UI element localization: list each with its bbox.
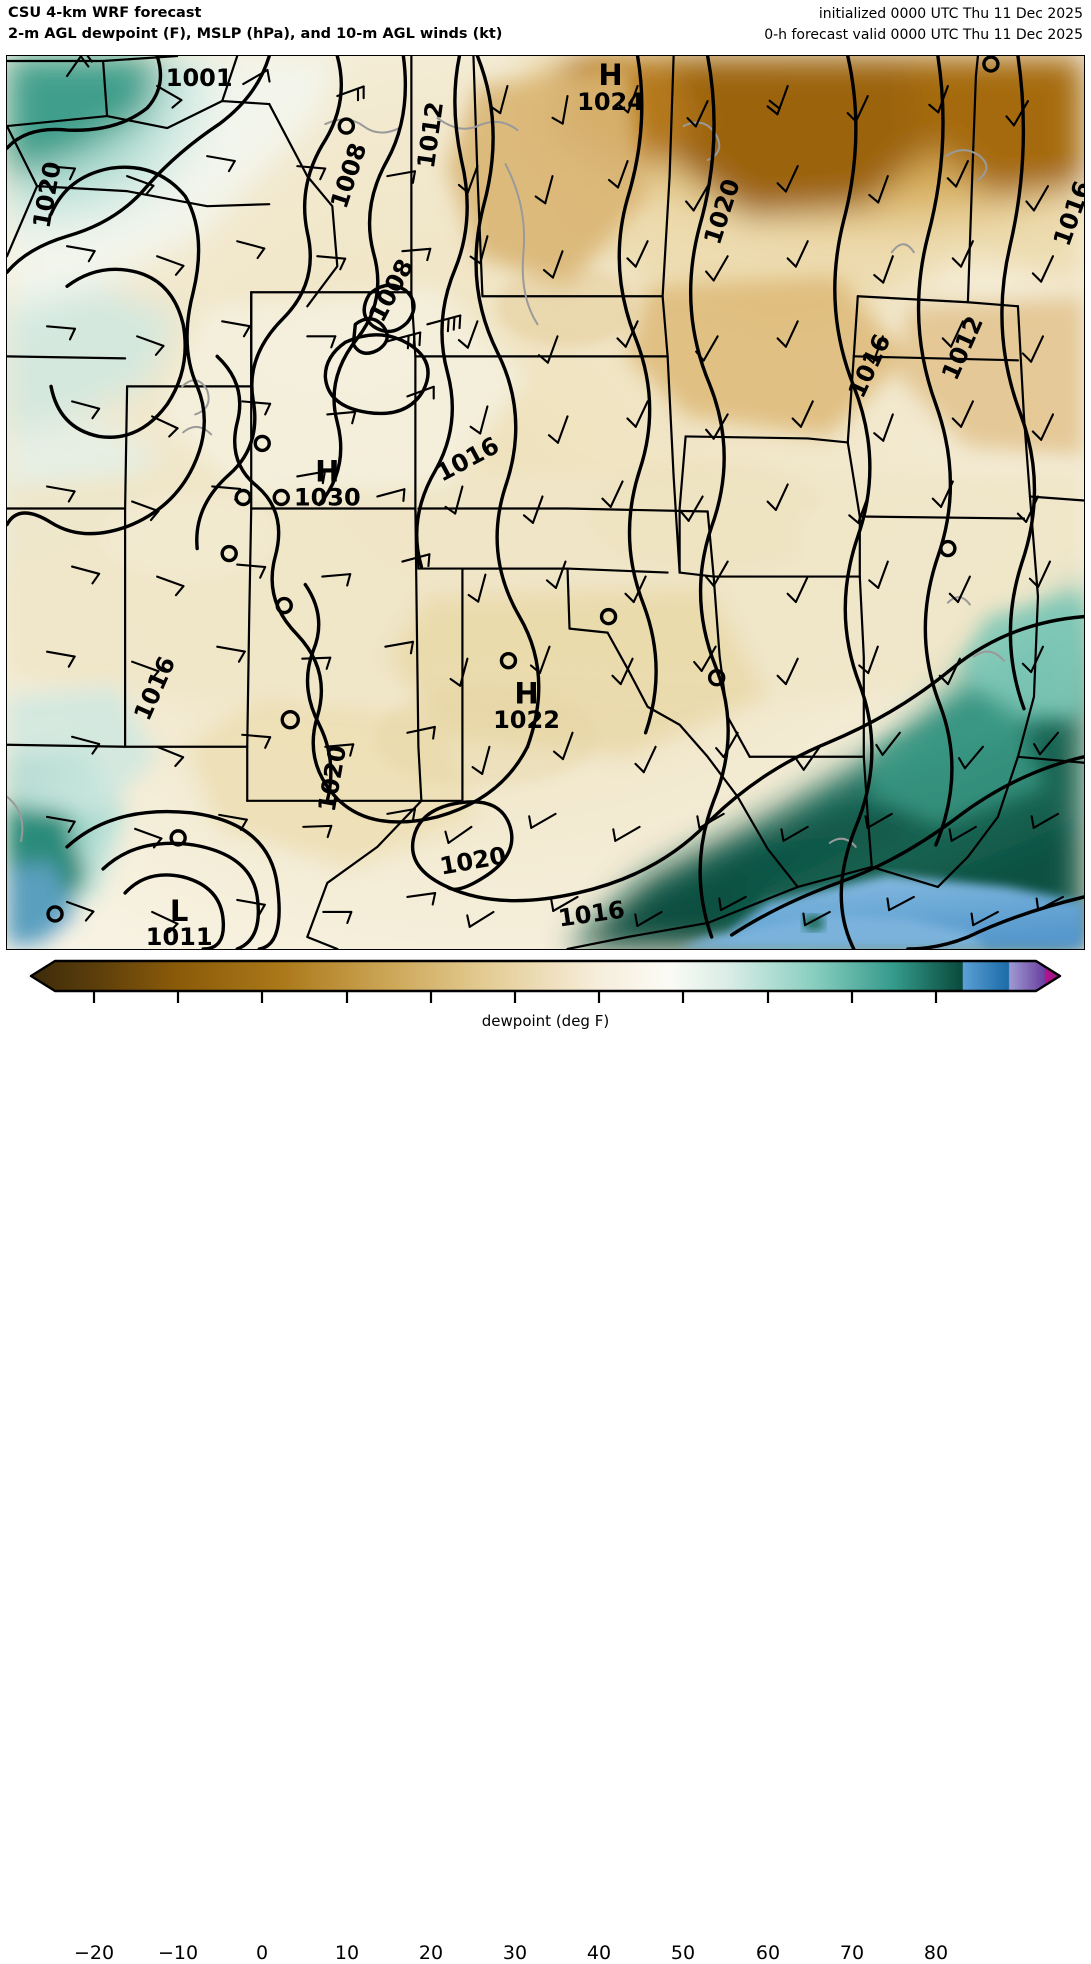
header-title-line1: CSU 4-km WRF forecast [8, 5, 202, 21]
header-valid-time: 0-h forecast valid 0000 UTC Thu 11 Dec 2… [764, 27, 1083, 43]
colorbar-svg [29, 959, 1062, 1003]
map-svg: 1001 1020 1008 1012 1008 1020 1016 1012 … [7, 56, 1084, 949]
wind-barbs [45, 56, 1065, 934]
dewpoint-shaded-field [7, 56, 1084, 949]
svg-text:H: H [514, 677, 538, 711]
svg-text:H: H [315, 454, 339, 488]
header-title-block: CSU 4-km WRF forecast 2-m AGL dewpoint (… [8, 3, 502, 45]
colorbar-tick-7: 50 [670, 1942, 696, 1964]
colorbar-tick-8: 60 [755, 1942, 781, 1964]
map-canvas: 1001 1020 1008 1012 1008 1020 1016 1012 … [7, 56, 1084, 949]
header-title-line2: 2-m AGL dewpoint (F), MSLP (hPa), and 10… [8, 26, 503, 42]
svg-text:1024: 1024 [577, 88, 644, 116]
pressure-center-high-1030: H 1030 [294, 454, 361, 511]
colorbar-tick-3: 10 [334, 1942, 360, 1964]
colorbar-tick-9: 70 [839, 1942, 865, 1964]
header-time-block: initialized 0000 UTC Thu 11 Dec 2025 0-h… [764, 4, 1083, 46]
svg-text:1030: 1030 [294, 484, 361, 512]
header-initialized-time: initialized 0000 UTC Thu 11 Dec 2025 [818, 6, 1083, 22]
colorbar-tick-4: 20 [418, 1942, 444, 1964]
svg-text:1011: 1011 [146, 923, 213, 949]
colorbar-tick-10: 80 [923, 1942, 949, 1964]
colorbar-tick-6: 40 [586, 1942, 612, 1964]
colorbar-tick-1: −10 [157, 1942, 199, 1964]
svg-text:H: H [598, 58, 622, 92]
pressure-center-low-1011: L 1011 [146, 894, 213, 949]
map-panel[interactable]: 1001 1020 1008 1012 1008 1020 1016 1012 … [6, 55, 1085, 950]
colorbar: −20 −10 0 10 20 30 40 50 60 70 80 [0, 958, 1091, 1964]
colorbar-tick-5: 30 [502, 1942, 528, 1964]
figure-header: CSU 4-km WRF forecast 2-m AGL dewpoint (… [0, 0, 1091, 52]
colorbar-ticks [92, 991, 938, 1003]
colorbar-axis-label: dewpoint (deg F) [481, 1012, 610, 1030]
colorbar-tick-0: −20 [73, 1942, 115, 1964]
svg-text:L: L [170, 894, 188, 928]
colorbar-tick-2: 0 [255, 1942, 269, 1964]
pressure-center-high-1024: H 1024 [577, 58, 644, 116]
pressure-center-high-1022: H 1022 [493, 677, 560, 734]
contour-label-1001: 1001 [166, 64, 233, 92]
svg-text:1022: 1022 [493, 706, 560, 734]
colorbar-gradient-bar [29, 959, 1062, 993]
pressure-centers: H 1024 H 1030 H 1022 L 1011 [146, 58, 644, 949]
